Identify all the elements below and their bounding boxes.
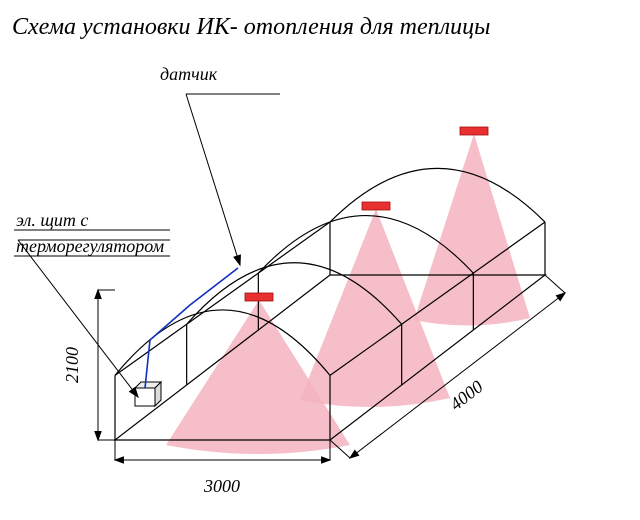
ir-heater <box>460 127 488 135</box>
dim-width-value: 3000 <box>203 476 240 496</box>
dim-length-value: 4000 <box>446 376 487 414</box>
panel-label-line2: терморегулятором <box>16 236 165 256</box>
dim-height: 2100 <box>62 290 115 440</box>
dim-height-value: 2100 <box>62 347 82 383</box>
sensor-label: датчик <box>160 64 218 84</box>
heat-cone <box>414 134 530 326</box>
heat-cones <box>166 134 530 454</box>
panel-label-line1: эл. щит с <box>16 210 88 230</box>
electrical-panel <box>135 382 161 406</box>
ir-heater <box>362 202 390 210</box>
ir-heater <box>245 293 273 301</box>
diagram-title: Схема установки ИК- отопления для теплиц… <box>12 14 490 40</box>
